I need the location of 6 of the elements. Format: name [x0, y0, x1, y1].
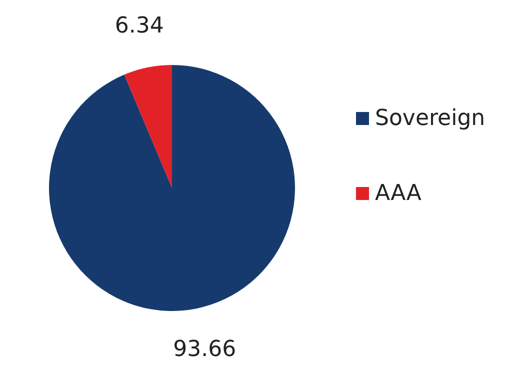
- pie-slice: [49, 65, 295, 311]
- legend-label: Sovereign: [375, 106, 486, 132]
- pie-slice: [124, 65, 172, 188]
- data-label: 6.34: [114, 13, 164, 38]
- data-label: 93.66: [173, 336, 236, 362]
- legend-label: AAA: [375, 181, 422, 206]
